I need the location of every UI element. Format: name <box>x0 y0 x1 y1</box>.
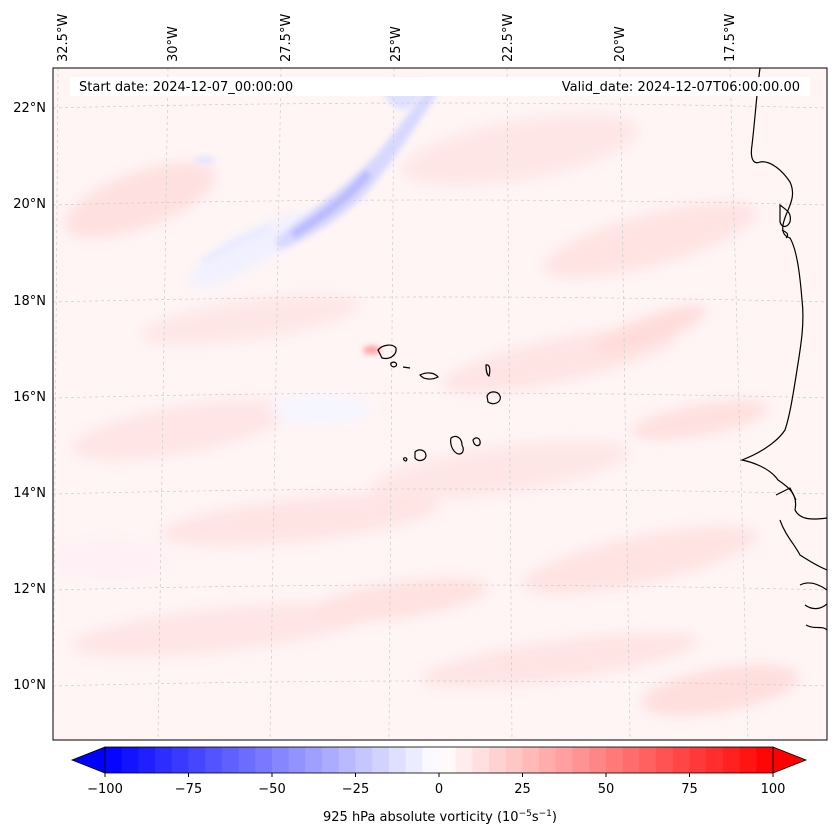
colorbar-swatch <box>539 747 557 773</box>
colorbar-swatch <box>205 747 223 773</box>
colorbar-label: 925 hPa absolute vorticity (10−5s−1) <box>323 809 557 825</box>
colorbar-tick-label: 0 <box>435 782 443 797</box>
colorbar-tick-label: −100 <box>87 782 123 797</box>
africa-coast <box>739 68 827 520</box>
lat-label: 16°N <box>13 390 46 405</box>
colorbar-swatch <box>238 747 256 773</box>
colorbar-swatch <box>422 747 440 773</box>
colorbar-swatch <box>439 747 457 773</box>
colorbar-swatch <box>121 747 139 773</box>
colorbar-swatch <box>722 747 741 773</box>
colorbar-swatch <box>739 747 757 773</box>
colorbar-tick-label: −50 <box>258 782 285 797</box>
colorbar-swatch <box>672 747 690 773</box>
longitude-labels: 32.5°W 30°W 27.5°W 25°W 22.5°W 20°W 17.5… <box>56 14 738 62</box>
colorbar-ticks: −100 −75 −50 −25 0 25 50 75 100 <box>87 773 785 797</box>
date-banner <box>70 77 810 96</box>
colorbar-swatch <box>589 747 607 773</box>
colorbar-swatches <box>105 747 774 773</box>
colorbar-swatch <box>522 747 540 773</box>
colorbar-tick-label: 25 <box>514 782 531 797</box>
colorbar-tick-label: −75 <box>175 782 202 797</box>
colorbar-swatch <box>105 747 123 773</box>
colorbar-tick-label: 50 <box>598 782 615 797</box>
colorbar-swatch <box>171 747 189 773</box>
colorbar-swatch <box>322 747 340 773</box>
colorbar-swatch <box>505 747 523 773</box>
colorbar-swatch <box>656 747 674 773</box>
colorbar-swatch <box>756 747 774 773</box>
lon-label: 27.5°W <box>279 14 294 62</box>
colorbar-swatch <box>388 747 407 773</box>
colorbar-swatch <box>355 747 373 773</box>
lat-label: 10°N <box>13 678 46 693</box>
colorbar-swatch <box>338 747 356 773</box>
colorbar-swatch <box>255 747 273 773</box>
colorbar-tick-label: −25 <box>342 782 369 797</box>
lon-label: 17.5°W <box>723 14 738 62</box>
colorbar-swatch <box>288 747 306 773</box>
valid-date-label: Valid_date: 2024-12-07T06:00:00.00 <box>562 80 800 95</box>
colorbar-swatch <box>221 747 240 773</box>
colorbar-swatch <box>489 747 507 773</box>
lat-label: 22°N <box>13 101 46 116</box>
lon-label: 20°W <box>613 26 628 62</box>
colorbar-right-arrow <box>772 746 808 774</box>
map-panel: Start date: 2024-12-07_00:00:00 Valid_da… <box>53 68 827 740</box>
colorbar-swatch <box>555 747 574 773</box>
lon-label: 22.5°W <box>501 14 516 62</box>
lon-label: 30°W <box>166 26 181 62</box>
colorbar-swatch <box>188 747 206 773</box>
map-frame <box>52 67 828 741</box>
lat-label: 12°N <box>13 582 46 597</box>
colorbar-swatch <box>305 747 323 773</box>
colorbar-swatch <box>689 747 707 773</box>
colorbar-swatch <box>706 747 724 773</box>
colorbar-swatch <box>472 747 490 773</box>
colorbar-swatch <box>572 747 590 773</box>
colorbar-swatch <box>455 747 473 773</box>
vorticity-field <box>53 113 799 716</box>
colorbar-swatch <box>155 747 173 773</box>
lon-label: 25°W <box>389 26 404 62</box>
colorbar-swatch <box>606 747 624 773</box>
colorbar-swatch <box>272 747 290 773</box>
colorbar: −100 −75 −50 −25 0 25 50 75 100 925 hPa absolute… <box>70 746 808 825</box>
colorbar-tick-label: 75 <box>681 782 698 797</box>
colorbar-swatch <box>622 747 640 773</box>
colorbar-swatch <box>639 747 657 773</box>
lon-label: 32.5°W <box>56 14 71 62</box>
colorbar-swatch <box>372 747 390 773</box>
cape-verde-islands <box>377 344 501 462</box>
latitude-labels: 22°N 20°N 18°N 16°N 14°N 12°N 10°N <box>13 101 46 693</box>
lat-label: 18°N <box>13 294 46 309</box>
colorbar-swatch <box>405 747 423 773</box>
colorbar-swatch <box>138 747 156 773</box>
gridlines <box>53 68 827 740</box>
coastline <box>739 68 827 631</box>
colorbar-left-arrow <box>70 746 106 774</box>
colorbar-tick-label: 100 <box>761 782 786 797</box>
lat-label: 20°N <box>13 197 46 212</box>
start-date-label: Start date: 2024-12-07_00:00:00 <box>79 80 293 95</box>
lat-label: 14°N <box>13 486 46 501</box>
